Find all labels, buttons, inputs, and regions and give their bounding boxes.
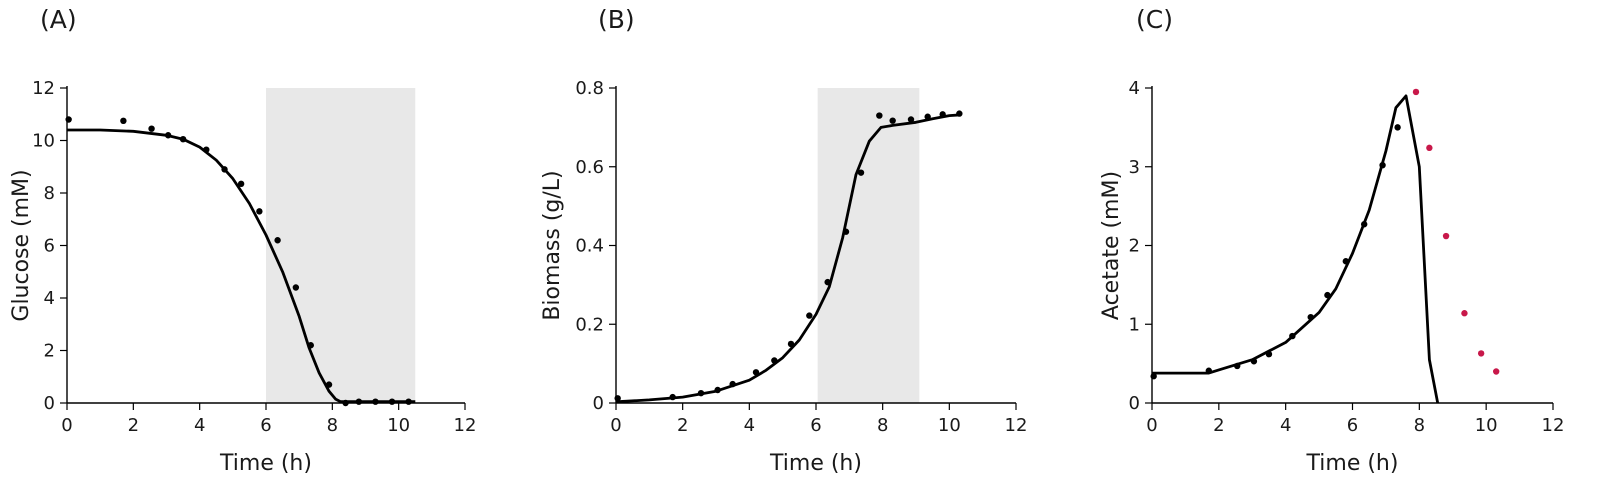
panel-c-red-data-point — [1477, 350, 1485, 357]
panel-c-red-data-point — [1461, 310, 1468, 317]
panel-a-x-tick-label: 0 — [61, 415, 72, 436]
panel-b-x-tick-label: 6 — [810, 415, 821, 436]
panel-b-x-tick-label: 8 — [877, 415, 888, 436]
panel-c-model-line — [1152, 94, 1440, 404]
panel-c-data-point — [1394, 124, 1401, 131]
panel-a-x-tick-label: 2 — [128, 415, 139, 436]
panel-a-data-point — [65, 116, 72, 123]
panel-a-data-point — [292, 284, 300, 291]
panel-c-x-tick-label: 12 — [1542, 415, 1565, 436]
panel-c-y-tick-label: 1 — [1129, 314, 1140, 335]
panel-c-x-axis-title: Time (h) — [1306, 451, 1399, 476]
panel-b-x-tick-label: 4 — [744, 415, 755, 436]
panel-b-y-tick-label: 0.6 — [575, 157, 604, 178]
panel-b-data-point — [889, 117, 896, 124]
panel-b-x-tick-label: 2 — [677, 415, 688, 436]
panel-c-label: (C) — [1136, 5, 1173, 34]
panel-c-x-tick-label: 6 — [1347, 415, 1358, 436]
panel-a-chart: 0 2 4 6 8 10 12 0 2 4 6 8 10 12 Time (h) Glucose (mM) (A… — [9, 5, 476, 476]
panel-c-y-tick-label: 4 — [1129, 78, 1140, 99]
panel-a-y-tick-label: 0 — [44, 393, 55, 414]
panel-b-x-tick-label: 10 — [938, 415, 961, 436]
panel-a-x-tick-label: 4 — [194, 415, 205, 436]
panel-b-x-tick-label: 12 — [1005, 415, 1028, 436]
panel-a-x-axis-title: Time (h) — [219, 451, 312, 476]
panel-b-y-tick-label: 0 — [593, 393, 604, 414]
panel-b-data-point — [806, 312, 813, 319]
panel-b-chart: 0 2 4 6 8 10 12 0 0.2 0.4 0.6 0.8 Time (h) Biomass (g… — [540, 5, 1027, 476]
panel-a-y-tick-label: 6 — [44, 236, 55, 257]
panel-a-y-tick-label: 4 — [44, 288, 55, 309]
panel-a-y-tick-label: 10 — [32, 131, 55, 152]
panel-c-y-tick-label: 3 — [1129, 157, 1140, 178]
panel-a-x-tick-label: 6 — [260, 415, 271, 436]
panel-c-red-data-point — [1442, 232, 1450, 240]
panel-b-y-axis-title: Biomass (g/L) — [540, 170, 565, 320]
panel-a-y-tick-label: 12 — [32, 78, 55, 99]
panel-a-data-point — [274, 237, 281, 244]
panel-b-x-tick-label: 0 — [610, 415, 621, 436]
panel-c-x-tick-label: 10 — [1475, 415, 1498, 436]
panel-c-x-tick-label: 8 — [1414, 415, 1425, 436]
panel-b-data-point — [907, 116, 915, 123]
panel-c-red-data-point — [1412, 88, 1420, 96]
panel-b-y-tick-label: 0.2 — [575, 314, 604, 335]
panel-c-x-tick-label: 0 — [1146, 415, 1157, 436]
panel-a-model-line — [67, 128, 416, 404]
panel-a-shaded-region — [266, 88, 416, 403]
panel-a-data-point — [148, 125, 155, 132]
panel-c-x-tick-label: 2 — [1213, 415, 1224, 436]
panel-b-model-line — [615, 113, 962, 404]
panel-b-data-point — [857, 169, 865, 176]
panel-b-y-tick-label: 0.8 — [575, 78, 604, 99]
panel-a-x-tick-label: 12 — [454, 415, 477, 436]
panel-c-y-tick-label: 2 — [1129, 236, 1140, 257]
panel-b-data-point — [614, 395, 621, 402]
panel-a-y-axis-title: Glucose (mM) — [9, 169, 34, 321]
panel-c-red-data-point — [1492, 368, 1500, 375]
panel-a-y-tick-label: 8 — [44, 183, 55, 204]
panel-a-x-tick-label: 10 — [387, 415, 410, 436]
panel-a-y-tick-label: 2 — [44, 341, 55, 362]
panel-c-y-axis-title: Acetate (mM) — [1099, 171, 1124, 320]
panel-a-data-point — [120, 117, 127, 125]
panel-a-x-tick-label: 8 — [327, 415, 338, 436]
panel-b-shaded-region — [817, 88, 920, 403]
panel-a-data-point — [237, 180, 245, 188]
panel-c-x-tick-label: 4 — [1280, 415, 1291, 436]
panel-a-label: (A) — [40, 5, 77, 34]
panel-c-red-data-point — [1426, 144, 1433, 152]
panel-b-x-axis-title: Time (h) — [769, 451, 862, 476]
panel-b-label: (B) — [598, 5, 635, 34]
panel-a-data-point — [256, 208, 263, 215]
panel-b-y-tick-label: 0.4 — [575, 236, 604, 257]
panel-b-data-point — [876, 112, 883, 119]
panel-c-y-tick-label: 0 — [1129, 393, 1140, 414]
panel-c-data-point — [1150, 373, 1157, 380]
